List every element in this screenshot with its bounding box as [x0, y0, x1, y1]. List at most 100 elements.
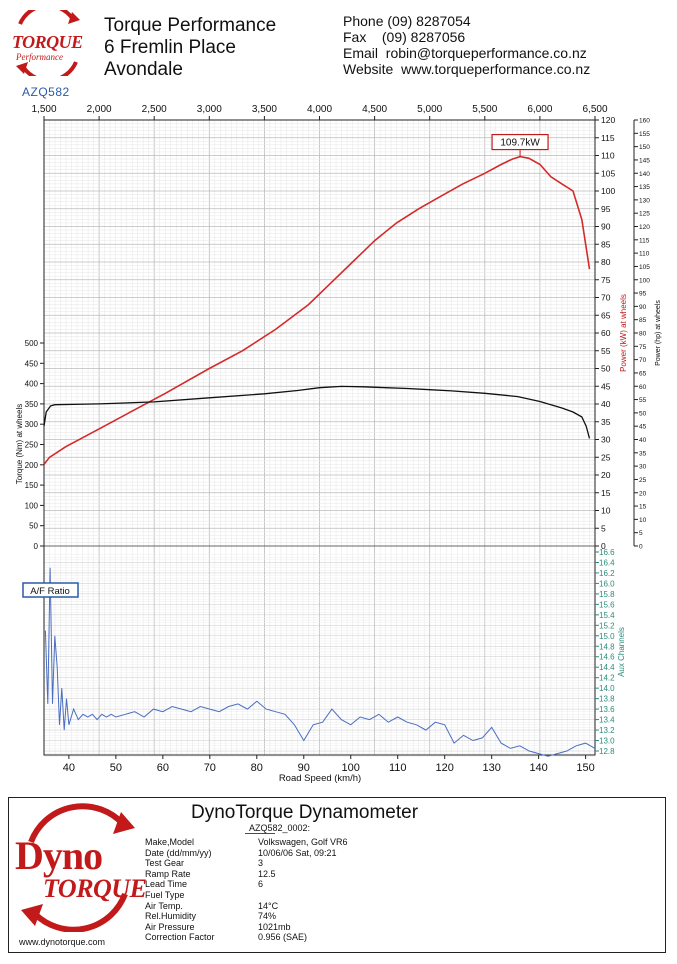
torque-tick-label: 200	[25, 461, 39, 470]
speed-tick-label: 110	[389, 762, 407, 774]
run-id: AZQ582	[22, 85, 70, 99]
aux-tick-label: 15.4	[599, 611, 615, 620]
info-row: Date (dd/mm/yy) 10/06/06 Sat, 09:21	[145, 848, 405, 859]
hp-tick-label: 125	[639, 211, 650, 218]
aux-axis-title: Aux Channels	[617, 627, 626, 677]
info-label: Correction Factor	[145, 932, 215, 943]
hp-tick-label: 160	[639, 118, 650, 125]
info-row: Make,Model Volkswagen, Golf VR6	[145, 837, 405, 848]
torque-tick-label: 400	[25, 380, 39, 389]
aux-tick-label: 15.8	[599, 590, 615, 599]
hp-tick-label: 65	[639, 370, 647, 377]
speed-tick-label: 80	[251, 762, 263, 774]
logo-word-performance: Performance	[16, 52, 63, 62]
info-row: Air Pressure 1021mb	[145, 922, 405, 933]
company-name: Torque Performance	[104, 15, 277, 36]
dyno-chart: 1,500 2,000 2,500 3,000 3,500 4,000 4,500 5,000…	[15, 104, 662, 784]
hp-tick-label: 85	[639, 317, 647, 324]
info-value: 3	[258, 858, 264, 869]
hp-tick-label: 130	[639, 197, 650, 204]
info-value: 1021mb	[258, 921, 291, 932]
peak-label-text: 109.7kW	[500, 138, 540, 149]
hp-tick-label: 15	[639, 504, 647, 511]
dyno-logo-graphic	[21, 803, 135, 933]
kw-tick-label: 5	[601, 523, 606, 533]
kw-tick-label: 0	[601, 541, 606, 551]
kw-tick-label: 70	[601, 293, 611, 303]
speed-axis-title: Road Speed (km/h)	[279, 773, 361, 784]
power-hp-axis: 0 5 10 15 20 25 30 35 40 45 50 55 60 65 70 75 80 85 90 95 10…	[633, 118, 662, 551]
hp-tick-label: 25	[639, 477, 647, 484]
website-text: Website www.torqueperformance.co.nz	[343, 61, 591, 77]
rpm-tick-label: 6,000	[527, 104, 552, 115]
rpm-tick-label: 4,000	[307, 104, 332, 115]
logo-word-torque: TORQUE	[12, 32, 83, 52]
kw-tick-label: 75	[601, 275, 611, 285]
run-name-underline	[245, 833, 275, 834]
speed-tick-label: 130	[482, 762, 500, 774]
kw-tick-label: 60	[601, 328, 611, 338]
info-label: Ramp Rate	[145, 868, 191, 879]
kw-tick-label: 15	[601, 488, 611, 498]
torque-tick-label: 0	[34, 542, 39, 551]
aux-tick-label: 13.4	[599, 716, 615, 725]
speed-tick-label: 40	[63, 762, 75, 774]
hp-tick-label: 70	[639, 357, 647, 364]
dyno-logo: Dyno TORQUE	[13, 802, 147, 933]
hp-tick-label: 35	[639, 450, 647, 457]
rpm-tick-label: 3,000	[197, 104, 222, 115]
info-row: Air Temp. 14°C	[145, 901, 405, 912]
company-street: 6 Fremlin Place	[104, 37, 236, 58]
info-value: 0.956 (SAE)	[258, 932, 308, 943]
torque-tick-label: 50	[29, 522, 38, 531]
info-value: 6	[258, 879, 264, 890]
torque-tick-label: 150	[25, 481, 39, 490]
kw-tick-label: 95	[601, 204, 611, 214]
rpm-tick-label: 2,000	[87, 104, 112, 115]
aux-tick-label: 14.8	[599, 642, 615, 651]
series-lines	[43, 155, 596, 757]
hp-tick-label: 45	[639, 424, 647, 431]
kw-tick-label: 20	[601, 470, 611, 480]
info-label: Date (dd/mm/yy)	[145, 847, 212, 858]
torque-axis-title: Torque (Nm) at wheels	[15, 404, 24, 484]
hp-tick-label: 105	[639, 264, 650, 271]
kw-tick-label: 40	[601, 399, 611, 409]
aux-tick-label: 13.2	[599, 726, 615, 735]
aux-tick-label: 14.6	[599, 653, 615, 662]
run-name: AZQ582_0002:	[249, 823, 311, 833]
info-label: Test Gear	[145, 858, 185, 869]
info-label: Air Temp.	[145, 900, 183, 911]
aux-tick-label: 15.0	[599, 632, 615, 641]
hp-tick-label: 0	[639, 544, 643, 551]
rpm-tick-label: 6,500	[582, 104, 607, 115]
phone-text: Phone (09) 8287054	[343, 13, 471, 29]
torque-tick-label: 450	[25, 359, 39, 368]
kw-tick-label: 115	[601, 133, 615, 143]
hp-tick-label: 75	[639, 344, 647, 351]
kw-tick-label: 10	[601, 506, 611, 516]
speed-tick-label: 100	[342, 762, 360, 774]
info-value: 10/06/06 Sat, 09:21	[258, 847, 337, 858]
torque-curve	[43, 385, 591, 439]
hp-tick-label: 150	[639, 144, 650, 151]
aux-tick-label: 16.2	[599, 569, 615, 578]
dyno-logo-torque: TORQUE	[43, 874, 147, 903]
info-label: Air Pressure	[145, 921, 195, 932]
rpm-tick-label: 1,500	[31, 104, 56, 115]
speed-axis: 40 50 60 70 80 90 100 110 120 130 140 150 Road Speed…	[63, 755, 595, 784]
aux-tick-label: 13.6	[599, 705, 615, 714]
speed-tick-label: 90	[298, 762, 310, 774]
speed-tick-label: 150	[576, 762, 594, 774]
info-label: Make,Model	[145, 837, 195, 847]
company-suburb: Avondale	[104, 59, 183, 80]
hp-tick-label: 135	[639, 184, 650, 191]
dyno-logo-word: Dyno	[15, 833, 103, 878]
kw-tick-label: 90	[601, 222, 611, 232]
info-label: Lead Time	[145, 879, 188, 890]
afr-label-text: A/F Ratio	[30, 586, 70, 597]
info-value: 12.5	[258, 868, 276, 879]
info-row: Lead Time 6	[145, 879, 405, 890]
power-curve	[43, 155, 591, 465]
info-row: Rel.Humidity 74%	[145, 911, 405, 922]
